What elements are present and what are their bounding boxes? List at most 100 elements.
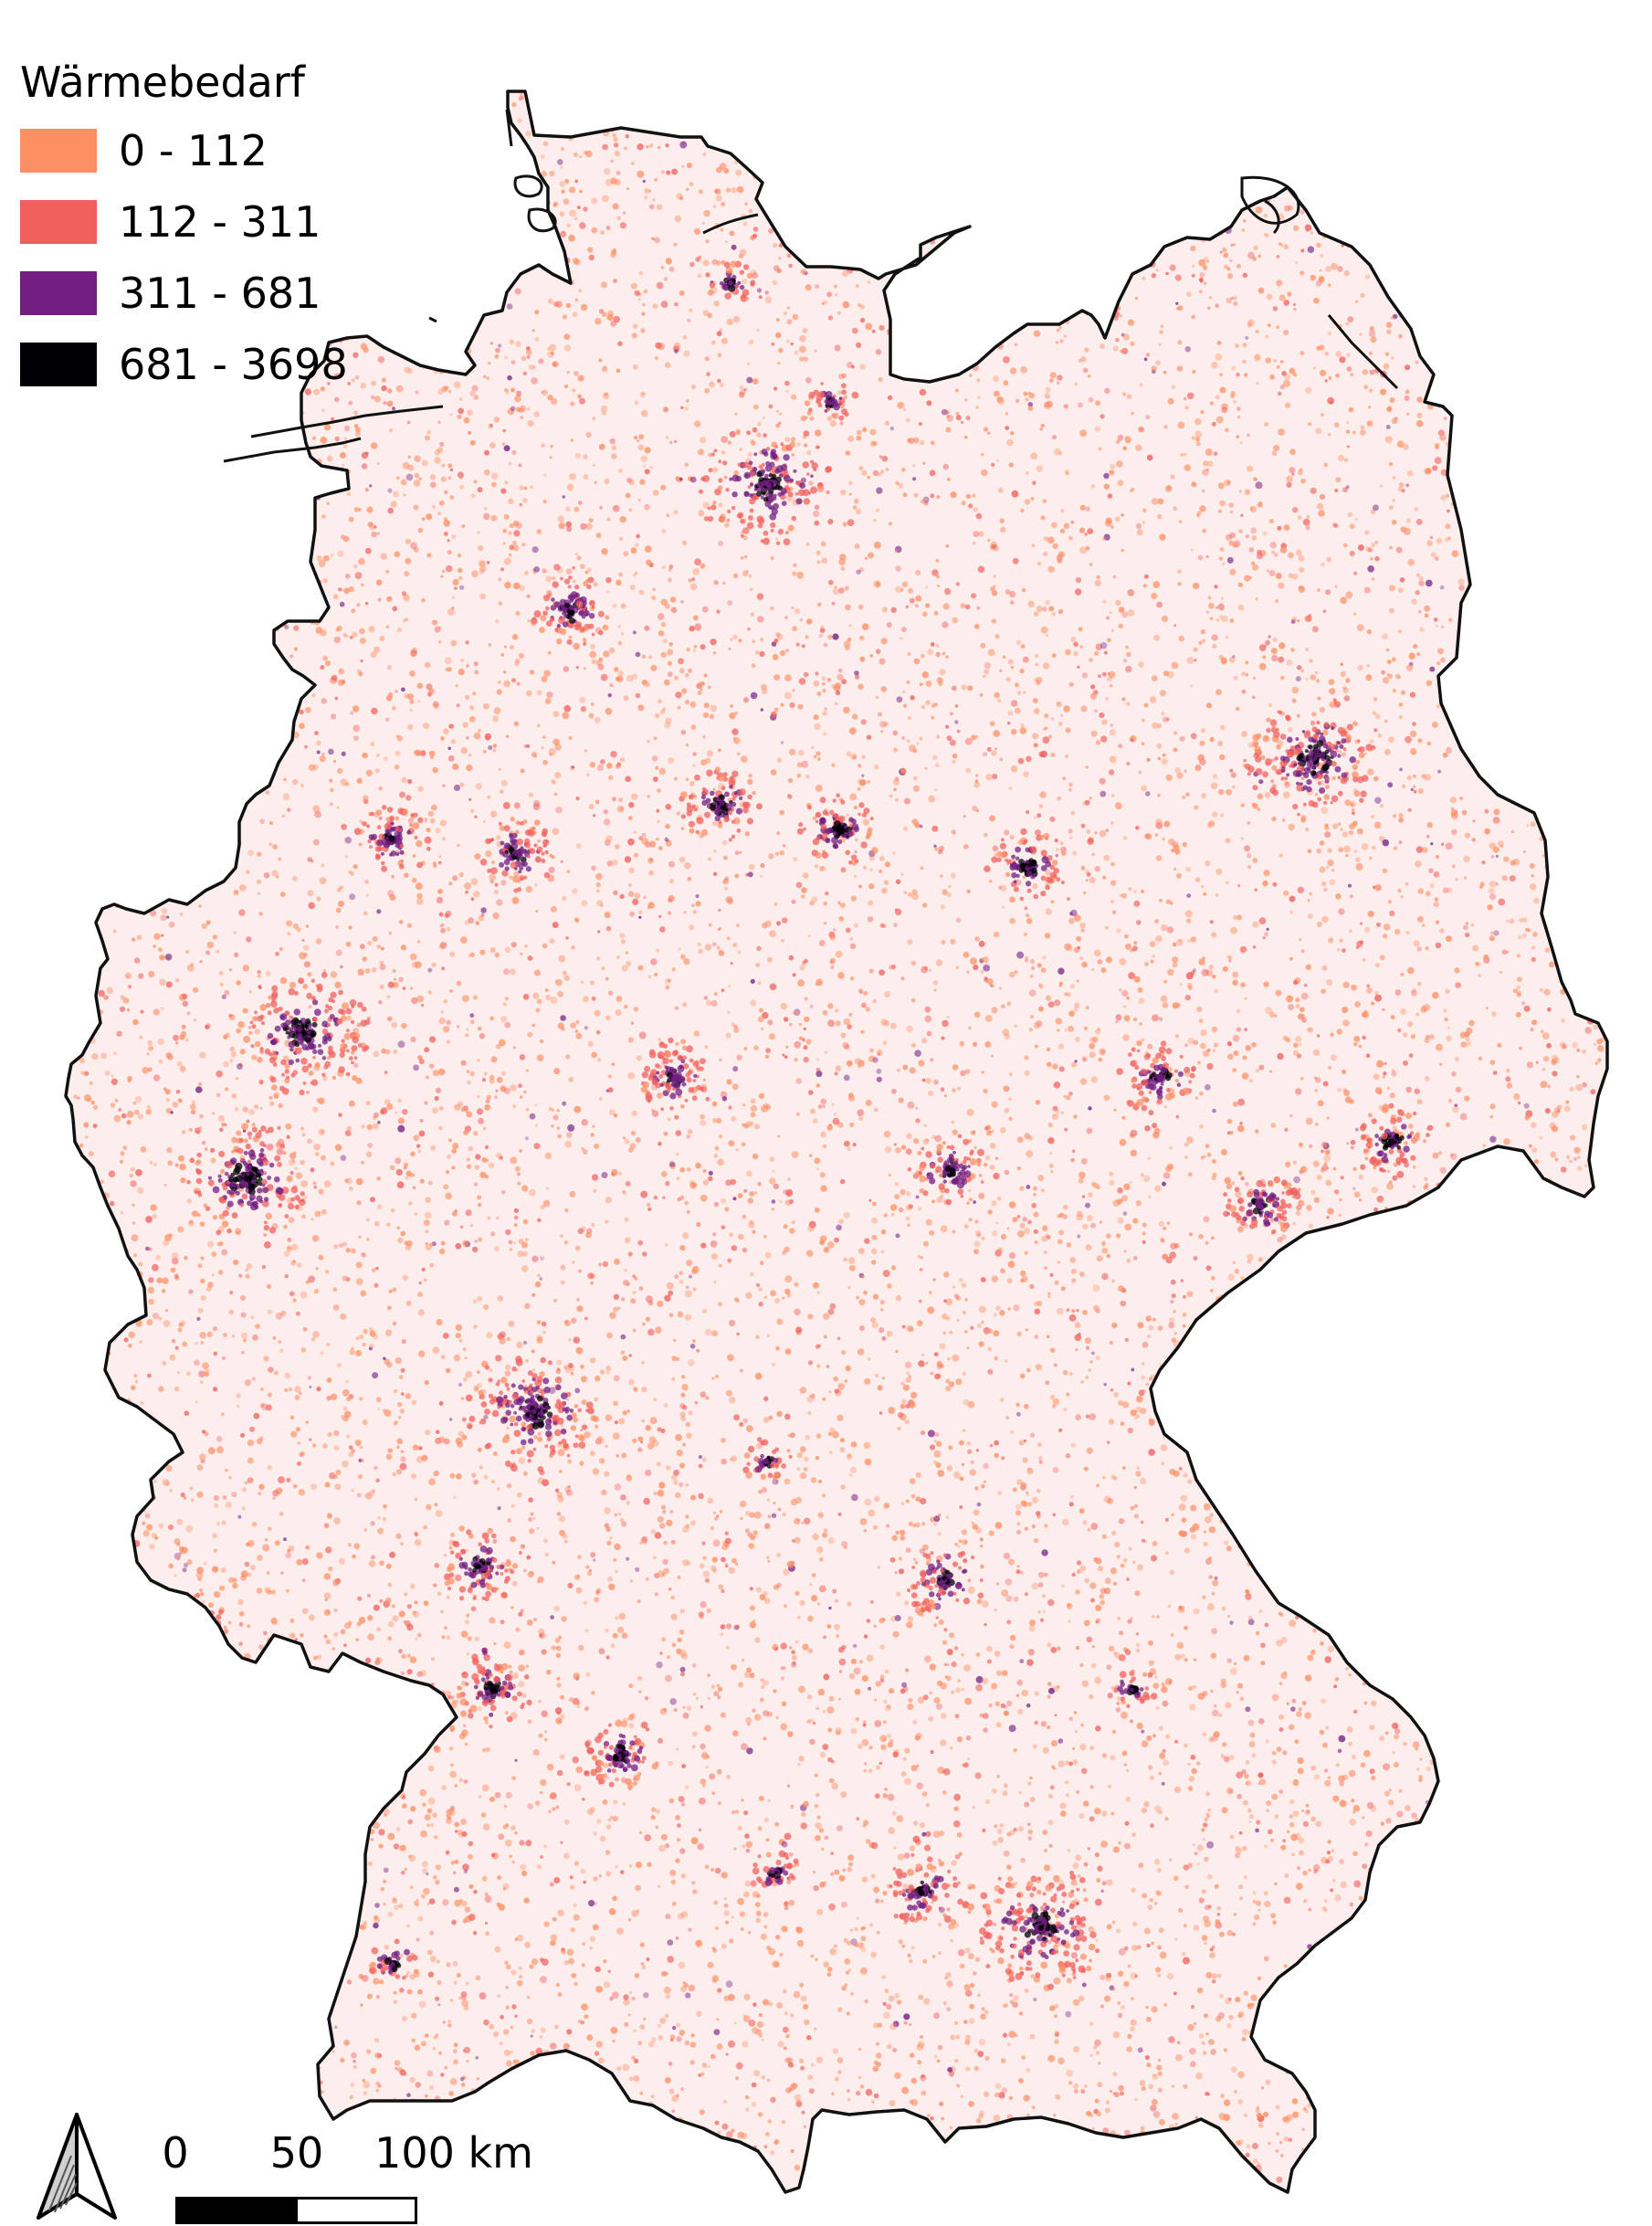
- heat-cell: [537, 1273, 541, 1278]
- heat-cell: [260, 1844, 268, 1851]
- heat-cell: [1025, 1328, 1028, 1332]
- heat-cell: [510, 1084, 517, 1092]
- heat-cell: [1103, 2169, 1110, 2177]
- heat-cell: [182, 993, 188, 999]
- heat-cell: [1489, 2024, 1494, 2030]
- heat-cell: [1069, 237, 1073, 240]
- heat-cell: [149, 2168, 153, 2172]
- heat-cell: [1573, 1381, 1581, 1388]
- heat-cell: [1531, 2153, 1537, 2158]
- heat-cell: [1406, 469, 1414, 477]
- heat-cell: [605, 1219, 609, 1224]
- heat-cell: [698, 448, 705, 456]
- heat-cell: [1392, 224, 1400, 231]
- heat-cell: [300, 1816, 306, 1821]
- heat-cell: [621, 965, 628, 972]
- heat-cell: [1600, 2081, 1606, 2087]
- heat-cell: [1179, 159, 1185, 165]
- heat-cell: [1012, 325, 1015, 328]
- heat-cell: [355, 151, 358, 154]
- heat-cell: [742, 2041, 749, 2048]
- heat-cell: [1538, 541, 1545, 548]
- heat-cell: [803, 1045, 808, 1050]
- heat-cell: [972, 142, 980, 151]
- heat-cell: [343, 2040, 350, 2046]
- heat-cell: [537, 1431, 542, 1436]
- heat-cell: [410, 306, 414, 311]
- heat-cell: [653, 2123, 658, 2128]
- heat-cell: [1303, 983, 1308, 987]
- heat-cell: [808, 1090, 814, 1095]
- heat-cell: [1095, 740, 1101, 745]
- heat-cell: [871, 1201, 877, 1207]
- heat-cell: [187, 547, 194, 554]
- heat-cell: [923, 1998, 931, 2005]
- heat-cell: [1276, 2176, 1283, 2183]
- heat-cell: [502, 2029, 510, 2035]
- heat-cell: [596, 956, 601, 961]
- heat-cell: [1222, 1301, 1227, 1305]
- heat-cell: [888, 1173, 892, 1177]
- heat-cell: [1518, 935, 1522, 940]
- heat-cell: [291, 1697, 298, 1703]
- heat-cell: [356, 603, 361, 607]
- heat-cell: [380, 1749, 387, 1756]
- heat-cell: [72, 2080, 77, 2084]
- heat-cell: [700, 1194, 708, 1202]
- heat-cell: [1434, 112, 1440, 119]
- heat-cell: [813, 1282, 819, 1289]
- heat-cell: [795, 1926, 804, 1934]
- heat-cell: [1360, 425, 1365, 430]
- heat-cell: [728, 2040, 735, 2048]
- heat-cell: [232, 775, 237, 781]
- heat-cell: [78, 1677, 82, 1682]
- heat-cell: [1208, 296, 1213, 300]
- heat-cell: [1009, 1999, 1015, 2004]
- heat-cell: [205, 739, 212, 745]
- heat-cell: [815, 177, 822, 184]
- heat-cell: [900, 467, 906, 472]
- heat-cell: [1490, 99, 1494, 103]
- heat-cell: [667, 577, 673, 583]
- heat-cell: [999, 2141, 1003, 2146]
- heat-cell: [1593, 1801, 1600, 1808]
- heat-cell: [283, 1537, 287, 1542]
- heat-cell: [823, 1528, 828, 1533]
- heat-cell: [1508, 360, 1514, 367]
- heat-cell: [580, 706, 587, 712]
- heat-cell: [1015, 319, 1021, 325]
- heat-cell: [1042, 1746, 1050, 1754]
- heat-cell: [208, 427, 212, 431]
- heat-cell: [869, 1599, 874, 1604]
- heat-cell: [226, 2003, 233, 2010]
- heat-cell: [498, 1833, 505, 1841]
- heat-cell: [1312, 1628, 1317, 1633]
- heat-cell: [1237, 2099, 1244, 2105]
- heat-cell: [1540, 2059, 1545, 2064]
- heat-cell: [297, 1441, 301, 1445]
- heat-cell: [711, 1101, 718, 1107]
- heat-cell: [268, 1366, 274, 1373]
- heat-cell: [1051, 131, 1055, 134]
- heat-cell: [196, 1316, 201, 1321]
- heat-cell: [774, 203, 780, 209]
- heat-cell: [1326, 1216, 1330, 1219]
- heat-cell: [557, 1992, 563, 1997]
- heat-cell: [572, 2077, 578, 2084]
- heat-cell: [637, 1675, 643, 1682]
- heat-cell: [158, 2103, 163, 2107]
- heat-cell: [242, 2078, 249, 2085]
- heat-cell: [1057, 1261, 1060, 1264]
- heat-cell: [1054, 1280, 1059, 1285]
- heat-cell: [1592, 1891, 1598, 1897]
- heat-cell: [445, 1192, 453, 1200]
- heat-cell: [1329, 1521, 1336, 1528]
- heat-cell: [910, 695, 915, 701]
- heat-cell: [388, 248, 392, 252]
- heat-cell: [996, 2140, 1004, 2147]
- heat-cell: [929, 469, 936, 477]
- heat-cell: [603, 1959, 607, 1964]
- heat-cell: [164, 1609, 172, 1615]
- heat-cell: [340, 1964, 343, 1968]
- heat-cell: [803, 671, 809, 678]
